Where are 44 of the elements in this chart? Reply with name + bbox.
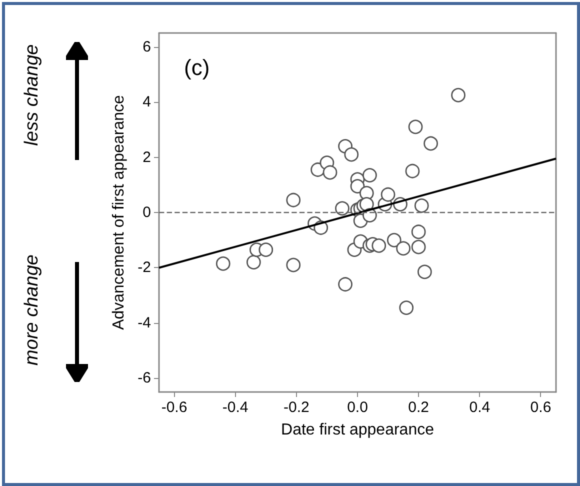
y-tick-label: -6 xyxy=(138,370,151,387)
point xyxy=(386,232,402,248)
point xyxy=(216,256,230,271)
point xyxy=(286,258,301,272)
point xyxy=(424,136,438,151)
point xyxy=(411,240,426,254)
point xyxy=(405,164,420,178)
x-tick-label: 0.4 xyxy=(469,399,490,416)
x-axis-title: Date first appearance xyxy=(281,422,434,438)
annotation: (c) xyxy=(184,55,210,81)
point xyxy=(411,224,426,240)
point xyxy=(246,255,261,270)
x-tick-label: -0.4 xyxy=(222,399,248,416)
point xyxy=(396,241,411,256)
point xyxy=(350,179,365,194)
y-axis-title: Advancement of first appearance xyxy=(110,95,128,330)
x-tick-label: 0.2 xyxy=(408,399,430,416)
y-tick-label: -2 xyxy=(138,259,151,276)
text: less change xyxy=(21,44,44,146)
point xyxy=(408,120,423,134)
point xyxy=(335,201,350,216)
x-tick-label: -0.6 xyxy=(161,399,188,416)
point xyxy=(344,147,359,162)
point xyxy=(399,300,414,315)
y-tick-label: 6 xyxy=(142,38,151,56)
point xyxy=(418,264,432,280)
x-tick-label: 0.0 xyxy=(347,399,368,416)
point xyxy=(451,88,466,102)
point xyxy=(338,277,352,292)
point xyxy=(380,187,396,202)
point xyxy=(372,238,386,253)
point xyxy=(258,242,274,257)
point xyxy=(359,197,374,212)
point xyxy=(414,198,429,213)
y-tick-label: -4 xyxy=(138,314,151,332)
point xyxy=(286,192,301,208)
x-tick-label: -0.2 xyxy=(283,399,310,416)
point xyxy=(322,165,338,180)
point xyxy=(362,168,377,182)
x-tick-label: 0.6 xyxy=(530,399,552,416)
y-tick-label: 4 xyxy=(142,94,151,111)
y-tick-label: 2 xyxy=(142,148,151,166)
text: more change xyxy=(20,254,43,366)
y-tick-label: 0 xyxy=(142,204,151,221)
